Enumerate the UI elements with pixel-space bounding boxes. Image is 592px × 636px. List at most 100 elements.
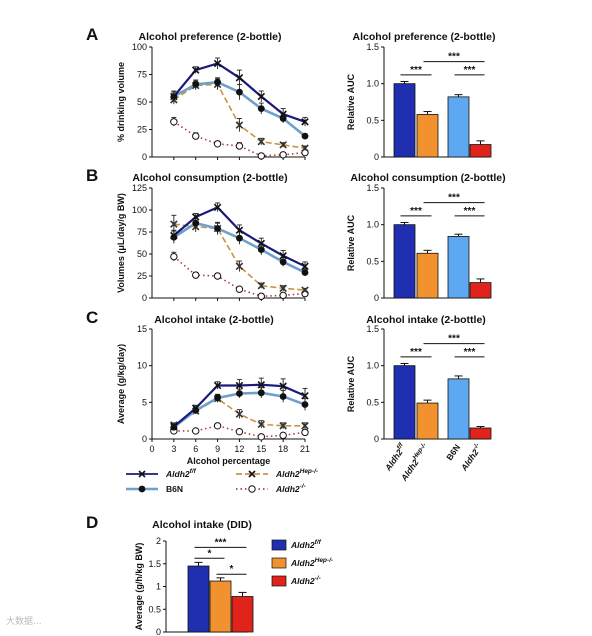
data-point-ko [192, 271, 200, 279]
data-point-b6n [257, 246, 265, 254]
legend-label-sup: f/f [190, 468, 197, 475]
data-point-fl [279, 251, 287, 260]
legend-marker [248, 485, 256, 493]
bar-chart-A-bar: 0 0.5 1.0 1.5 Relative AUC *** *** *** [346, 42, 492, 162]
legend-swatch [271, 557, 287, 569]
y-tick-label: 1 [156, 582, 161, 592]
marker-stroke [235, 410, 244, 418]
legend-item-b6n: B6N [126, 484, 183, 494]
legend-label: B6N [166, 484, 183, 494]
y-tick-label: 25 [137, 271, 147, 281]
data-point-ko [279, 431, 287, 440]
data-point-b6n [301, 401, 309, 408]
marker-stroke [257, 380, 266, 389]
data-point-ko [235, 142, 244, 150]
x-category-label-base: Aldh2 [382, 447, 404, 473]
y-tick-label: 0 [142, 434, 147, 444]
marker-stroke [213, 203, 222, 212]
legend-marker [248, 470, 256, 478]
legend-label-base: Aldh2 [275, 469, 300, 479]
bar [469, 144, 492, 158]
panel-letter: A [86, 25, 98, 44]
marker-stroke [301, 391, 309, 400]
y-axis-label: Relative AUC [346, 73, 356, 130]
chart-title: Alcohol consumption (2-bottle) [132, 172, 287, 184]
y-tick-label: 100 [132, 42, 147, 52]
x-category-label-base: Aldh2 [398, 457, 420, 483]
series-fl [170, 202, 309, 271]
chart-title: Alcohol intake (2-bottle) [154, 314, 274, 326]
marker-stroke [279, 110, 287, 118]
legend-item-bar: Aldh2-/- [271, 575, 321, 587]
x-tick-label: 21 [300, 444, 310, 454]
legend-label-sup: -/- [300, 483, 306, 490]
chart-title: Alcohol intake (DID) [152, 519, 252, 531]
y-axis-label: Average (g/kg/day) [116, 344, 126, 424]
significance-label: *** [464, 206, 476, 217]
data-point-b6n [257, 389, 265, 397]
bar [469, 282, 492, 299]
bar [416, 114, 439, 158]
marker-stroke [191, 404, 200, 412]
data-point-hep [279, 422, 287, 430]
marker-stroke [235, 262, 244, 271]
data-point-fl [191, 213, 200, 221]
data-point-ko [235, 427, 244, 436]
series-b6n [170, 387, 309, 431]
legend-label-base: Aldh2 [290, 576, 315, 586]
panel-letter: D [86, 513, 98, 532]
data-point-ko [279, 151, 287, 159]
significance-label: *** [410, 347, 422, 358]
marker-stroke [213, 59, 222, 68]
data-point-fl [213, 59, 222, 68]
chart-title: Alcohol preference (2-bottle) [353, 31, 496, 43]
legend-label: Aldh2f/f [165, 468, 197, 479]
legend-label-base: Aldh2 [290, 540, 315, 550]
legend-marker [138, 485, 146, 493]
y-tick-label: 0.5 [148, 604, 161, 614]
marker-stroke [257, 239, 266, 248]
y-tick-label: 0 [156, 627, 161, 636]
legend-item-ko: Aldh2-/- [236, 483, 306, 494]
line-chart-B-line: 0 25 50 75 100 125 Volumes (μL/day/g BW) [116, 183, 309, 303]
legend-item-hep: Aldh2Hep-/- [236, 468, 318, 479]
data-point-b6n [279, 258, 287, 266]
bar [393, 365, 416, 440]
x-tick-label: 3 [171, 444, 176, 454]
data-point-b6n [214, 225, 221, 232]
data-point-fl [257, 380, 266, 389]
y-tick-label: 0 [374, 152, 379, 162]
data-point-ko [213, 140, 222, 148]
y-axis-label: % drinking volume [116, 62, 126, 142]
legend-label-base: Aldh2 [275, 484, 300, 494]
data-point-hep [257, 420, 266, 429]
bar [231, 596, 254, 633]
marker-stroke [301, 144, 309, 152]
x-category-label-sup: Hep-/- [412, 442, 428, 461]
series-ko [170, 116, 309, 160]
data-point-b6n [192, 219, 200, 227]
marker-stroke [170, 92, 178, 101]
significance-label: *** [448, 52, 460, 63]
y-tick-label: 1.5 [366, 324, 379, 334]
data-point-b6n [257, 105, 265, 112]
x-axis-label: Alcohol percentage [187, 456, 271, 466]
marker-stroke [279, 251, 287, 260]
y-tick-label: 1.0 [366, 220, 379, 230]
legend-marker [138, 470, 146, 478]
data-point-ko [170, 118, 178, 126]
series-ko [170, 251, 309, 300]
y-axis-label: Relative AUC [346, 214, 356, 271]
bar [469, 427, 492, 440]
x-category-label: B6N [444, 442, 462, 462]
y-tick-label: 75 [137, 70, 147, 80]
data-point-fl [301, 391, 309, 400]
chart-title: Alcohol consumption (2-bottle) [350, 172, 505, 184]
bar [447, 235, 470, 299]
bar [416, 402, 439, 440]
data-point-fl [301, 262, 309, 271]
marker-stroke [257, 137, 266, 146]
panel-letter: B [86, 166, 98, 185]
x-category-label-base: Aldh2 [458, 447, 480, 473]
